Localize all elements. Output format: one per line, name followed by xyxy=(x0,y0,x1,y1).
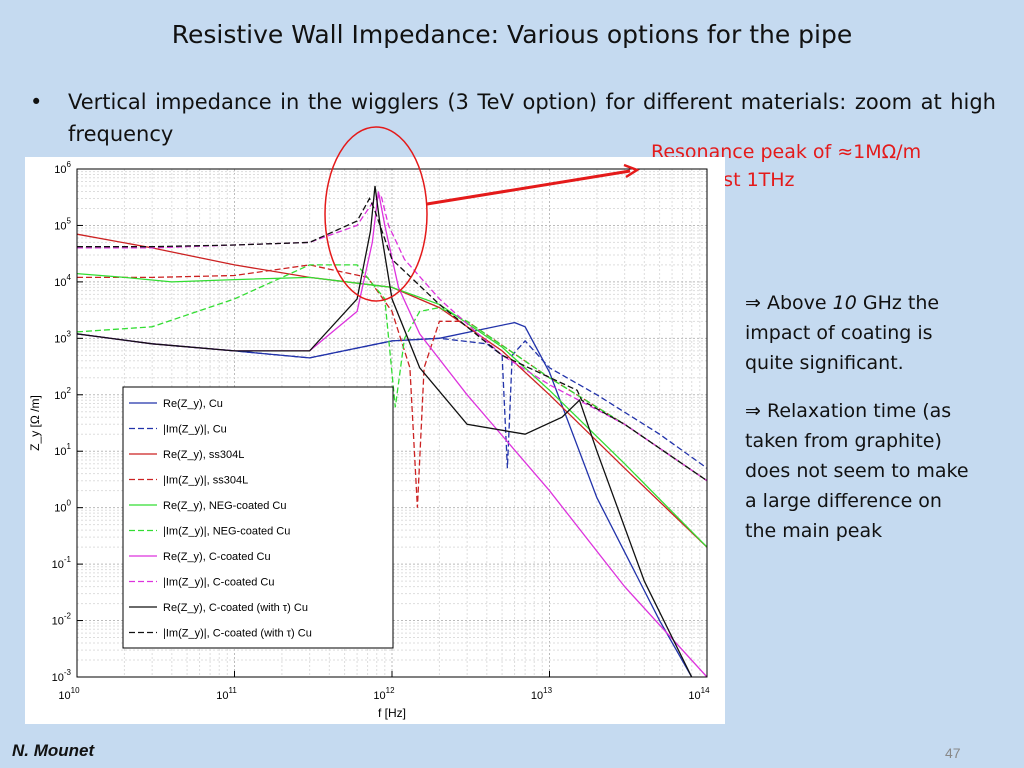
legend-entry: |Im(Z_y)|, NEG-coated Cu xyxy=(163,526,290,538)
legend-entry: Re(Z_y), NEG-coated Cu xyxy=(163,500,286,512)
x-tick-label: 1013 xyxy=(531,686,553,702)
legend-entry: Re(Z_y), C-coated Cu xyxy=(163,551,271,563)
impedance-chart: 1010 1011 1012 1013 1014 10-3 10-2 10-1 100 101 10… xyxy=(28,160,710,720)
side-note-2-text: Relaxation time (as taken from graphite)… xyxy=(745,400,969,542)
y-axis-label: Z_y [Ω /m] xyxy=(28,395,42,451)
x-tick-label: 1014 xyxy=(688,686,710,702)
x-axis-label: f [Hz] xyxy=(378,706,406,720)
y-tick-label: 10-2 xyxy=(52,612,72,628)
y-tick-label: 103 xyxy=(54,329,71,345)
y-tick-label: 100 xyxy=(54,499,71,515)
side-note-coating: ⇒ Above 10 GHz the impact of coating is … xyxy=(745,288,977,378)
implies-arrow: ⇒ xyxy=(745,400,761,422)
series-line xyxy=(76,333,708,469)
legend-entry: |Im(Z_y)|, ss304L xyxy=(163,475,248,487)
x-tick-label: 1010 xyxy=(58,686,80,702)
author-name: N. Mounet xyxy=(12,741,95,760)
side-note-relaxation: ⇒ Relaxation time (as taken from graphit… xyxy=(745,396,977,546)
side-note-1-emph: 10 xyxy=(832,292,857,314)
implies-arrow: ⇒ xyxy=(745,292,761,314)
series-line xyxy=(76,264,708,482)
bullet-symbol: • xyxy=(30,90,43,114)
x-tick-label: 1011 xyxy=(216,686,237,702)
y-tick-label: 10-3 xyxy=(52,668,72,684)
y-tick-label: 106 xyxy=(54,160,71,176)
page-number: 47 xyxy=(945,745,961,761)
side-note-1-pre: Above xyxy=(766,292,833,314)
bullet-text: Vertical impedance in the wigglers (3 Te… xyxy=(68,90,996,146)
legend-entry: |Im(Z_y)|, Cu xyxy=(163,424,227,436)
y-tick-label: 10-1 xyxy=(52,555,72,571)
legend-box xyxy=(122,386,394,649)
y-tick-label: 102 xyxy=(54,386,71,402)
legend-entry: |Im(Z_y)|, C-coated Cu xyxy=(163,577,274,589)
legend-entry: Re(Z_y), ss304L xyxy=(163,449,244,461)
y-tick-label: 105 xyxy=(54,216,71,232)
legend-entry: Re(Z_y), C-coated (with τ) Cu xyxy=(163,602,308,614)
legend-entry: |Im(Z_y)|, C-coated (with τ) Cu xyxy=(163,628,312,640)
legend-entry: Re(Z_y), Cu xyxy=(163,398,223,410)
slide-title: Resistive Wall Impedance: Various option… xyxy=(171,20,853,49)
impedance-plot: 1010 1011 1012 1013 1014 10-3 10-2 10-1 100 101 10… xyxy=(25,157,725,724)
x-tick-label: 1012 xyxy=(373,686,395,702)
y-tick-label: 101 xyxy=(54,442,71,458)
side-note-1-post: GHz the impact of coating is quite signi… xyxy=(745,292,940,374)
bullet-point: • Vertical impedance in the wigglers (3 … xyxy=(30,86,996,150)
y-tick-label: 104 xyxy=(54,273,71,289)
